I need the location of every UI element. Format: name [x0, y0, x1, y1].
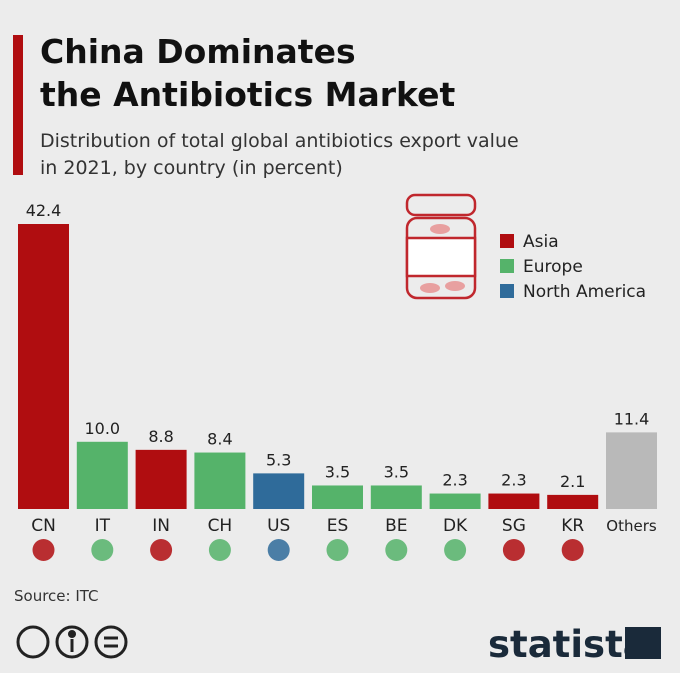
value-label: 11.4 — [614, 409, 650, 428]
flag-icon — [502, 539, 525, 561]
legend-label: Europe — [523, 257, 583, 277]
bar — [606, 432, 657, 509]
value-label: 3.5 — [384, 462, 409, 481]
bar — [488, 493, 540, 509]
x-tick-label: SG — [502, 516, 526, 536]
chart-title: the Antibiotics Market — [40, 75, 455, 114]
flag-icon — [150, 539, 173, 561]
x-tick-label: Others — [606, 517, 657, 535]
bar — [370, 485, 422, 509]
bar — [18, 224, 69, 509]
legend-swatch — [500, 259, 514, 273]
value-label: 10.0 — [84, 419, 120, 438]
value-label: 8.8 — [148, 427, 173, 446]
legend-swatch — [500, 284, 514, 298]
license-icons — [16, 625, 128, 659]
bar — [135, 449, 187, 509]
bar — [253, 473, 305, 509]
bar — [76, 441, 128, 509]
flag-icon — [561, 539, 584, 561]
x-tick-label: CH — [208, 516, 233, 536]
value-label: 8.4 — [207, 430, 232, 449]
x-tick-label: IT — [95, 516, 111, 536]
flag-icon — [385, 539, 408, 561]
chart-subtitle: Distribution of total global antibiotics… — [40, 130, 519, 152]
chart-subtitle: in 2021, by country (in percent) — [40, 157, 343, 179]
chart-title: China Dominates — [40, 32, 356, 71]
value-label: 42.4 — [26, 201, 62, 220]
source: Source: ITC — [14, 587, 99, 605]
value-label: 5.3 — [266, 450, 291, 469]
x-tick-label: IN — [152, 516, 170, 536]
brand: statista — [488, 623, 648, 666]
accent-bar — [13, 35, 23, 175]
flag-icon — [208, 539, 231, 561]
value-label: 2.3 — [501, 471, 526, 490]
bar — [547, 494, 599, 509]
legend-label: North America — [523, 282, 646, 302]
value-label: 3.5 — [325, 462, 350, 481]
flag-icon — [91, 539, 114, 561]
bar — [429, 493, 481, 509]
x-tick-label: KR — [561, 516, 584, 536]
value-label: 2.1 — [560, 472, 585, 491]
value-label: 2.3 — [442, 471, 467, 490]
jar-icon — [405, 193, 477, 300]
x-tick-label: ES — [327, 516, 349, 536]
bar — [194, 452, 246, 509]
flag-icon — [326, 539, 349, 561]
brand-logo — [625, 627, 661, 659]
bar — [312, 485, 363, 509]
x-tick-label: BE — [385, 516, 407, 536]
flag-icon — [444, 539, 467, 561]
x-tick-label: CN — [31, 516, 56, 536]
x-tick-label: US — [267, 516, 290, 536]
legend-swatch — [500, 234, 514, 248]
x-tick-label: DK — [443, 516, 468, 536]
flag-icon — [32, 539, 55, 561]
flag-icon — [267, 539, 290, 561]
legend-label: Asia — [523, 232, 559, 252]
